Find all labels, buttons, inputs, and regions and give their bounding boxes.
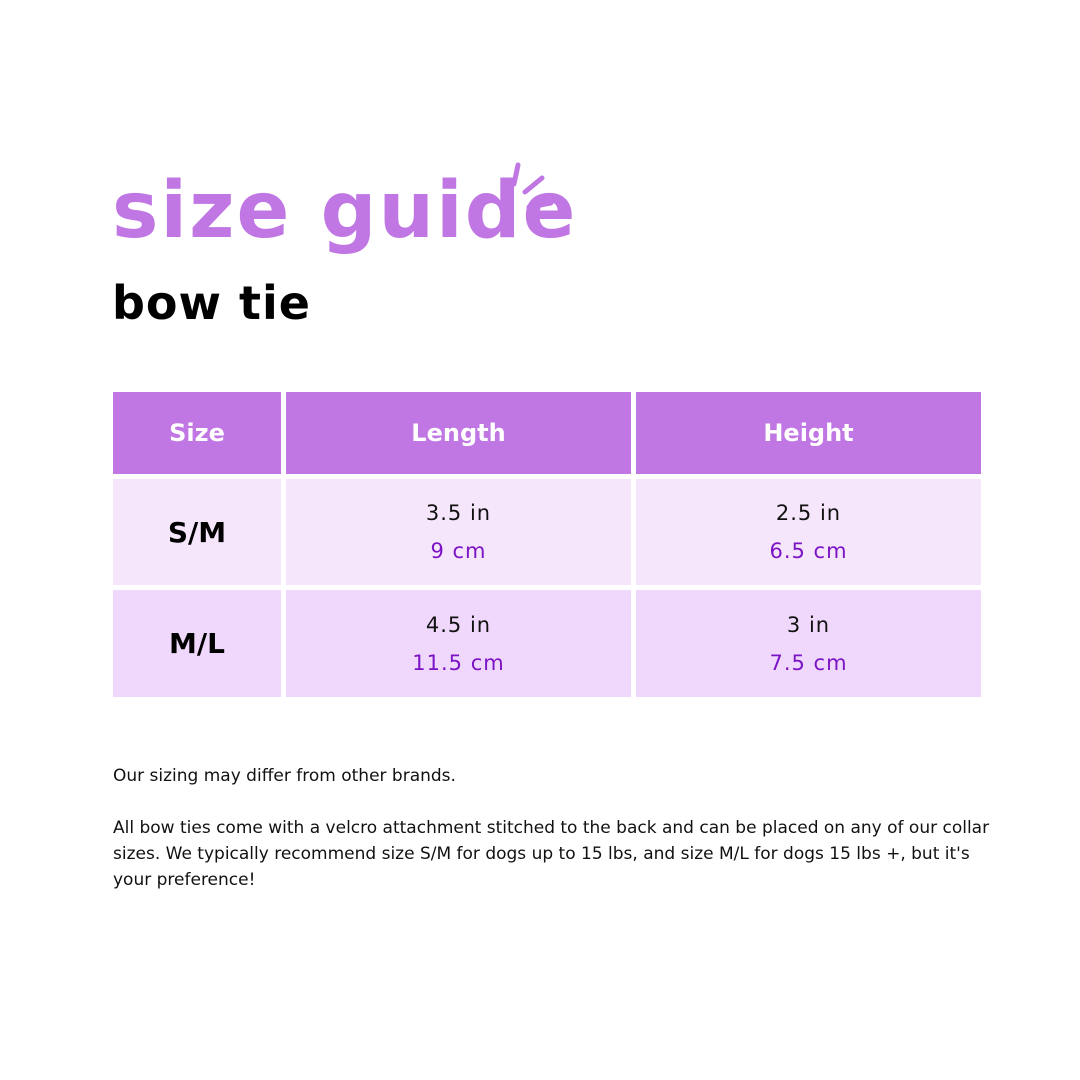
attachment-note: All bow ties come with a velcro attachme… [113,818,990,890]
header-height: Height [636,392,981,474]
length-cm: 11.5 cm [412,650,505,675]
length-in: 3.5 in [425,501,492,525]
height-cell: 2.5 in 6.5 cm [636,479,981,585]
sizing-note: Our sizing may differ from other brands. [113,766,456,786]
header-size: Size [113,392,281,474]
sparkle-icon [511,162,554,210]
height-cm: 7.5 cm [769,650,848,675]
height-cell: 3 in 7.5 cm [636,590,981,697]
length-in: 4.5 in [425,612,492,637]
table-row-size: S/M [113,479,281,585]
height-in: 2.5 in [775,501,842,525]
size-label: S/M [167,515,227,549]
length-cm: 9 cm [430,539,487,563]
header-length: Length [286,392,631,474]
length-cell: 3.5 in 9 cm [286,479,631,585]
page-title: size guide [112,166,578,256]
size-label: M/L [169,627,225,660]
height-cm: 6.5 cm [769,539,848,563]
height-in: 3 in [786,612,831,637]
length-cell: 4.5 in 11.5 cm [286,590,631,697]
page-subtitle: bow tie [112,276,311,330]
table-row-size: M/L [113,590,281,697]
